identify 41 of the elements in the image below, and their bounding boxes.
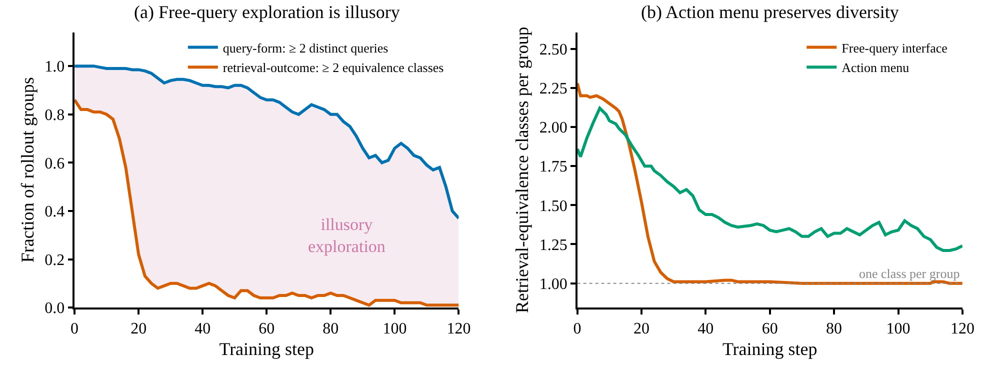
legend-label: retrieval-outcome: ≥ 2 equivalence classes <box>222 60 444 76</box>
x-tick-label: 120 <box>950 320 974 338</box>
y-tick-label: 0.6 <box>44 155 65 172</box>
x-tick-label: 80 <box>826 320 842 338</box>
line-series <box>74 64 459 220</box>
y-tick-label: 2.50 <box>539 41 568 58</box>
x-tick-label: 80 <box>322 320 339 338</box>
ref-line-label: one class per group <box>859 266 960 281</box>
y-tick-label: 1.75 <box>539 158 568 176</box>
x-axis-title: Training step <box>722 339 818 360</box>
y-tick-label: 1.25 <box>539 236 568 254</box>
y-tick-label: 0.2 <box>44 252 65 269</box>
x-tick-label: 20 <box>633 320 650 338</box>
x-tick-label: 60 <box>762 320 778 338</box>
x-tick-label: 60 <box>258 320 275 338</box>
annotation: illusory exploration <box>308 215 386 256</box>
y-tick-label: 0.8 <box>44 106 65 124</box>
x-tick-label: 120 <box>446 320 471 338</box>
legend-label: query-form: ≥ 2 distinct queries <box>222 40 388 56</box>
y-axis-title: Fraction of rollout groups <box>17 77 38 263</box>
legend-label: Free-query interface <box>842 40 948 56</box>
x-tick-label: 40 <box>194 320 211 338</box>
x-tick-label: 0 <box>573 320 582 338</box>
y-tick-label: 0.4 <box>44 204 65 221</box>
chart-title: (b) Action menu preserves diversity <box>641 2 899 22</box>
legend-label: Action menu <box>842 60 910 76</box>
y-tick-label: 1.50 <box>539 198 568 215</box>
y-tick-label: 1.0 <box>44 58 65 76</box>
x-axis-title: Training step <box>219 339 314 360</box>
x-tick-label: 40 <box>698 320 714 338</box>
y-tick-label: 2.00 <box>539 120 568 137</box>
x-tick-label: 0 <box>70 320 79 338</box>
y-tick-label: 2.25 <box>539 80 568 98</box>
x-tick-label: 20 <box>130 320 147 338</box>
x-tick-label: 100 <box>886 320 910 338</box>
y-tick-label: 0.0 <box>44 300 65 318</box>
y-axis-title: Retrieval-equivalence classes per group <box>512 26 532 314</box>
x-tick-label: 100 <box>382 320 407 338</box>
y-tick-label: 1.00 <box>539 276 568 293</box>
line-series <box>577 106 962 252</box>
chart-title: (a) Free-query exploration is illusory <box>134 2 400 22</box>
